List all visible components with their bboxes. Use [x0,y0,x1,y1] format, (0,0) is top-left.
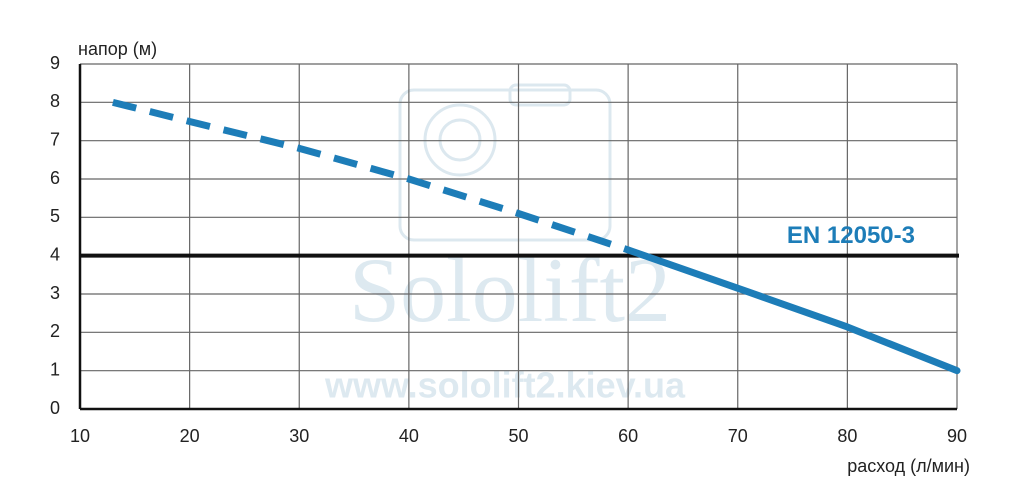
x-tick-label: 60 [618,426,638,446]
x-axis-label: расход (л/мин) [847,456,970,476]
y-tick-label: 1 [50,359,60,379]
x-tick-label: 40 [399,426,419,446]
reference-label: EN 12050-3 [787,222,915,249]
x-tick-label: 50 [508,426,528,446]
x-tick-label: 70 [728,426,748,446]
y-tick-label: 9 [50,53,60,73]
watermark-url: www.sololift2.kiev.ua [324,365,686,406]
x-tick-label: 10 [70,426,90,446]
y-tick-label: 8 [50,91,60,111]
y-tick-label: 5 [50,206,60,226]
y-tick-label: 3 [50,283,60,303]
curve [624,246,961,375]
y-tick-label: 7 [50,129,60,149]
y-tick-label: 4 [50,244,60,264]
x-tick-label: 80 [837,426,857,446]
x-tick-label: 90 [947,426,967,446]
y-tick-label: 6 [50,168,60,188]
curve [112,98,630,254]
y-tick-label: 2 [50,321,60,341]
x-tick-label: 30 [289,426,309,446]
pump-outline [398,83,612,242]
y-tick-label: 0 [50,398,60,418]
y-axis-label: напор (м) [78,39,157,59]
x-tick-label: 20 [180,426,200,446]
